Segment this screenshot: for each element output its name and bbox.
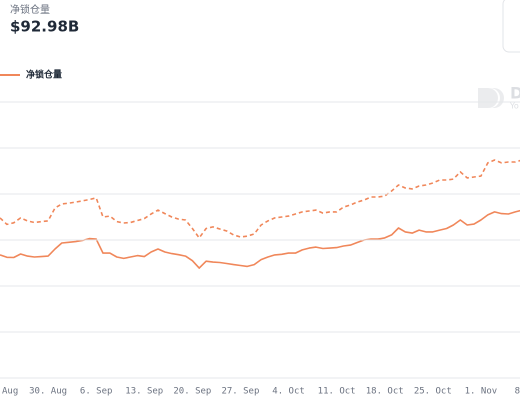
header-value: $92.98B (10, 18, 79, 36)
x-tick-label: 18. Oct (366, 387, 404, 397)
x-tick-label: 8 (515, 387, 520, 397)
button-edge[interactable] (502, 0, 520, 53)
series-line (0, 209, 520, 269)
watermark: D Yo (478, 84, 520, 111)
x-tick-label: 11. Oct (318, 387, 356, 397)
x-tick-label: 1. Nov (465, 387, 498, 397)
series-line (0, 159, 520, 239)
x-tick-label: 13. Sep (125, 387, 163, 397)
x-tick-label: 25. Oct (414, 387, 452, 397)
x-tick-label: 6. Sep (80, 387, 113, 397)
legend-label: 净锁仓量 (26, 69, 62, 81)
x-tick-label: 27. Sep (221, 387, 259, 397)
x-tick-label: 30. Aug (29, 387, 67, 397)
watermark-sub: Yo (509, 102, 519, 111)
watermark-logo (478, 88, 504, 108)
header-label: 净锁仓量 (10, 3, 50, 16)
watermark-letter: D (510, 84, 520, 103)
x-tick-label: 4. Oct (272, 387, 305, 397)
x-tick-label: Aug (2, 387, 18, 397)
x-tick-label: 20. Sep (173, 387, 211, 397)
